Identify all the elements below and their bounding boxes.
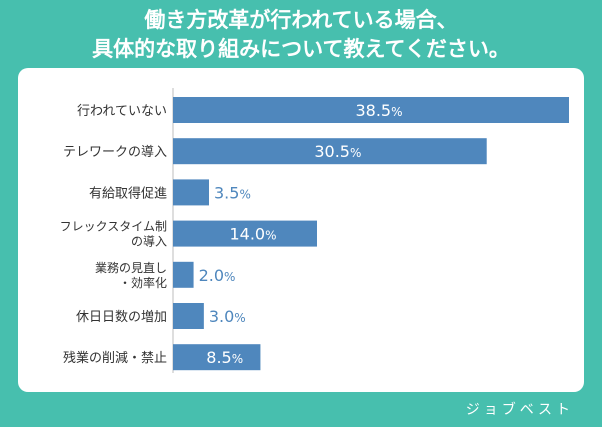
category-label-3: フレックスタイム制の導入 bbox=[60, 220, 167, 249]
category-label-2: 有給取得促進 bbox=[89, 185, 167, 201]
value-label-3: 14.0% bbox=[229, 225, 276, 244]
value-label-0: 38.5% bbox=[355, 101, 402, 120]
value-labels: 38.5% 30.5% 3.5% 14.0% 2.0% 3.0% 8.5% bbox=[199, 101, 403, 367]
value-label-1: 30.5% bbox=[314, 142, 361, 161]
category-label-0: 行われていない bbox=[77, 104, 167, 119]
bar-6 bbox=[173, 344, 261, 371]
bar-2 bbox=[173, 179, 209, 206]
watermark: ジョブベスト bbox=[465, 402, 574, 418]
chart-title: 働き方改革が行われている場合、 具体的な取り組みについて教えてください。 bbox=[0, 6, 602, 64]
bars bbox=[173, 97, 569, 371]
category-label-6: 残業の削減・禁止 bbox=[63, 350, 167, 366]
title-line-1: 働き方改革が行われている場合、 bbox=[144, 8, 458, 32]
category-label-1: テレワークの導入 bbox=[63, 145, 167, 160]
value-label-6: 8.5% bbox=[206, 348, 243, 367]
bar-3 bbox=[173, 220, 317, 247]
bar-5 bbox=[173, 303, 204, 329]
category-labels: 行われていないテレワークの導入有給取得促進フレックスタイム制の導入業務の見直し・… bbox=[60, 104, 167, 366]
value-label-5: 3.0% bbox=[209, 307, 246, 326]
bar-4 bbox=[173, 261, 194, 288]
category-label-5: 休日日数の増加 bbox=[76, 310, 167, 325]
value-label-2: 3.5% bbox=[214, 183, 251, 202]
title-line-2: 具体的な取り組みについて教えてください。 bbox=[92, 37, 510, 61]
bar-0 bbox=[173, 97, 569, 123]
category-label-4: 業務の見直し・効率化 bbox=[95, 261, 167, 290]
value-label-4: 2.0% bbox=[199, 266, 236, 285]
bar-1 bbox=[173, 138, 487, 165]
